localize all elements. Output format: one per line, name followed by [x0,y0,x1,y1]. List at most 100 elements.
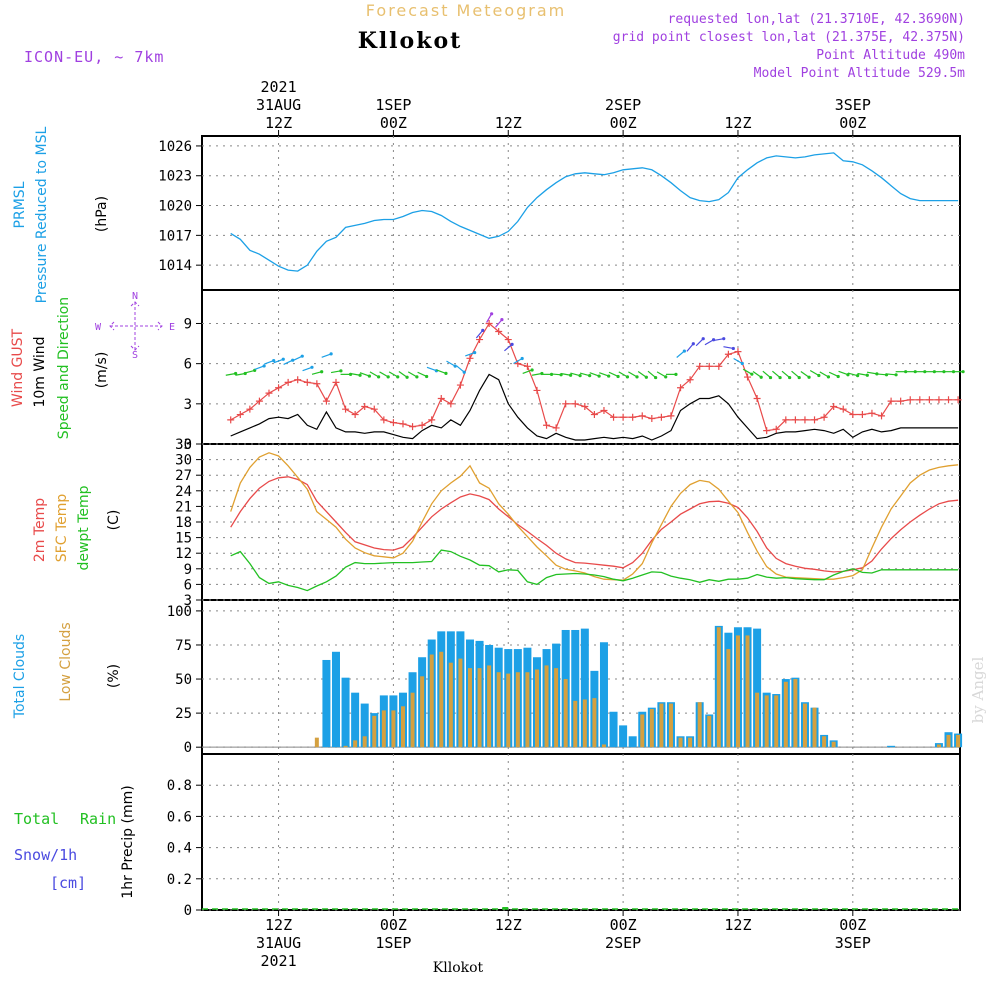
gust-marker [858,411,866,419]
wind-arrow-head [856,374,860,378]
y-tick-label-p4: 50 [175,672,192,688]
wind-direction-arrow [475,329,484,339]
bar-low-clouds [726,649,731,748]
point-altitude: Point Altitude 490m [816,48,965,63]
y-tick-label-p3: 33 [175,437,192,453]
wind-direction-arrow [560,372,571,376]
y-tick-label-p3: 9 [184,562,192,578]
wind-arrow-head [616,374,620,379]
wind-arrow-head [520,356,524,361]
gust-marker [275,384,283,392]
wind-direction-arrow [388,371,399,378]
gust-marker [571,400,579,408]
gust-marker [629,413,637,421]
wind-arrow-head [588,374,592,378]
wind-arrow-head [291,358,295,362]
bar-low-clouds [688,737,693,748]
wind-direction-arrow [456,365,465,373]
bar-low-clouds [649,709,654,748]
bar-low-clouds [745,635,750,748]
bar-low-clouds [936,744,941,748]
wind-direction-arrow [417,371,427,378]
gust-marker [954,396,962,404]
gust-marker [686,376,694,384]
wind-direction-arrow [713,338,724,342]
precip-labels: Total Rain Snow/1h [cm] 1hr Precip (mm) [14,785,136,898]
compass-w: W [95,322,102,333]
gust-marker [389,419,397,427]
wind-arrow-head [635,375,639,379]
wind-direction-arrow [723,346,734,350]
wind-direction-arrow [264,360,274,365]
gust-marker [447,400,455,408]
wind-arrow-head [415,375,419,379]
label-pressure-msl: Pressure Reduced to MSL [34,126,50,303]
gust-marker [925,396,933,404]
wind-arrow-head [405,375,409,379]
y-tick-label-p3: 6 [184,577,192,593]
compass-e: E [169,322,175,333]
gust-marker [619,413,627,421]
wind-direction-arrow [504,343,513,352]
gust-marker [409,423,417,431]
wind-direction-arrow [733,357,743,364]
gust-marker [246,405,254,413]
wind-arrow-head [654,375,658,380]
gust-marker [236,411,244,419]
wind-arrow-head [473,350,477,355]
wind-arrow-head [490,312,494,316]
wind-arrow-head [272,359,276,363]
gust-marker [313,380,321,388]
wind-direction-arrow [465,352,475,357]
plot-layer: 1014101710201023102603693691215182124273… [158,78,965,970]
time-label-top: 00Z [839,114,866,132]
gust-marker [380,416,388,424]
series-line-2m-temp [230,476,959,573]
bar-low-clouds [592,698,597,748]
wind-arrow-head [691,342,695,346]
series-line-dewpt-temp [230,549,959,592]
gust-marker [428,416,436,424]
label-rain: Rain [80,810,116,828]
bar-low-clouds [400,706,405,748]
label-speed-direction: Speed and Direction [56,297,72,439]
compass-n: N [132,291,138,302]
wind-arrow-head [826,375,831,379]
y-tick-label-p5: 0.2 [167,872,192,888]
bar-low-clouds [381,710,386,748]
wind-arrow-head [836,374,840,379]
gust-marker [552,424,560,432]
y-tick-label-p5: 0 [184,903,192,919]
bar-low-clouds [573,700,578,748]
wind-direction-arrow [436,369,447,374]
gust-marker [485,319,493,327]
wind-direction-arrow [235,372,246,376]
y-tick-label-p3: 15 [175,531,192,547]
bar-low-clouds [420,676,425,748]
grid-point-lonlat: grid point closest lon,lat (21.375E, 42.… [613,30,965,45]
wind-direction-arrow [676,350,685,358]
requested-lonlat: requested lon,lat (21.3710E, 42.3690N) [668,12,965,27]
gust-marker [437,394,445,402]
wind-arrow-head [310,365,314,369]
time-label-bottom: 1SEP [375,934,411,952]
bar-total-clouds [628,736,637,748]
y-tick-label-p5: 0.4 [167,841,192,857]
bar-low-clouds [563,679,568,748]
wind-arrow-head [262,364,266,368]
bar-total-clouds [580,628,589,748]
wind-arrow-head [759,375,763,379]
bar-total-rain [502,907,509,909]
gust-marker [303,378,311,386]
bar-low-clouds [716,627,721,748]
wind-arrow-head [846,373,850,377]
wind-arrow-head [701,337,705,341]
wind-direction-arrow [886,373,897,376]
gust-marker [610,413,618,421]
time-label-bottom: 3SEP [835,934,871,952]
wind-arrow-head [386,375,390,379]
gust-marker [332,378,340,386]
y-tick-label-p4: 75 [175,638,192,654]
series-line-prmsl [230,152,959,272]
